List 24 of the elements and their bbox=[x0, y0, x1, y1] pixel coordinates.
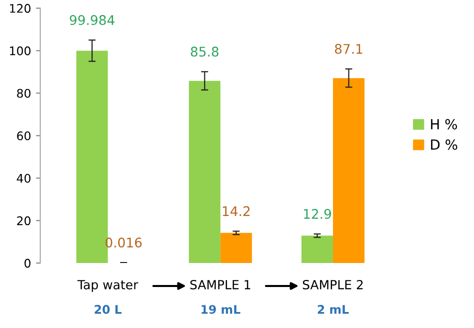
data-label: 85.8 bbox=[190, 46, 218, 57]
data-label: 12.9 bbox=[304, 208, 331, 219]
x-tick-label: Tap water bbox=[77, 280, 138, 292]
data-label: 87.1 bbox=[334, 44, 362, 54]
y-tick-label: 60 bbox=[17, 131, 30, 140]
bar bbox=[220, 232, 252, 264]
legend-label: H % bbox=[431, 118, 457, 130]
x-tick-label: SAMPLE 2 bbox=[302, 280, 363, 290]
data-label: 99.984 bbox=[70, 15, 114, 26]
x-tick-label: SAMPLE 1 bbox=[190, 280, 250, 290]
y-tick-label: 20 bbox=[17, 216, 30, 226]
bar bbox=[188, 80, 220, 264]
y-tick-label: 40 bbox=[16, 174, 30, 183]
bar bbox=[332, 78, 365, 264]
text: 20 L bbox=[94, 304, 122, 314]
text: 19 mL bbox=[202, 304, 240, 314]
y-tick-label: 100 bbox=[10, 46, 30, 56]
y-tick-label: 120 bbox=[10, 4, 30, 13]
bar bbox=[301, 236, 333, 264]
legend-label: D % bbox=[431, 139, 458, 150]
y-tick-label: 80 bbox=[17, 88, 30, 98]
data-label: 14.2 bbox=[222, 206, 250, 216]
y-tick-label: 0 bbox=[24, 258, 30, 268]
text: 2 mL bbox=[318, 304, 349, 314]
